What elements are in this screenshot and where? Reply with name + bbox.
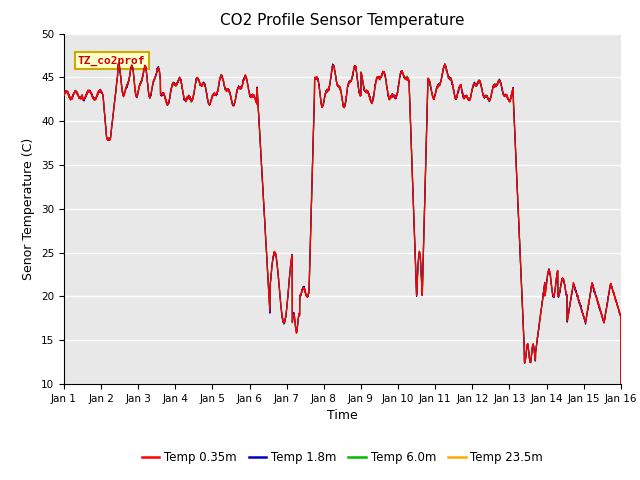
X-axis label: Time: Time	[327, 409, 358, 422]
Title: CO2 Profile Sensor Temperature: CO2 Profile Sensor Temperature	[220, 13, 465, 28]
Legend: Temp 0.35m, Temp 1.8m, Temp 6.0m, Temp 23.5m: Temp 0.35m, Temp 1.8m, Temp 6.0m, Temp 2…	[137, 446, 548, 468]
Y-axis label: Senor Temperature (C): Senor Temperature (C)	[22, 138, 35, 280]
Text: TZ_co2prof: TZ_co2prof	[78, 55, 145, 66]
